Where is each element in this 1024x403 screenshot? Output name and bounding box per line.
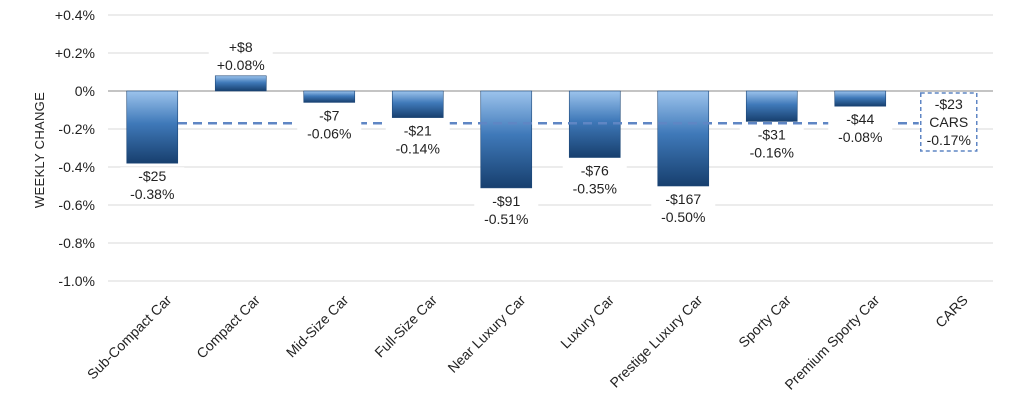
data-label-dollar: -$91 — [492, 193, 520, 209]
data-label-percent: -0.14% — [396, 141, 440, 157]
bar — [480, 90, 533, 189]
category-label: Luxury Car — [557, 292, 617, 352]
y-axis-ticks: +0.4% +0.2% 0% -0.2% -0.4% -0.6% -0.8% -1.0% — [55, 7, 95, 289]
data-label-dollar: -$31 — [758, 126, 786, 142]
data-label-percent: -0.16% — [750, 144, 794, 160]
cars-percent-label: -0.17% — [927, 132, 971, 148]
category-label: Sub-Compact Car — [84, 292, 175, 383]
data-label-background — [739, 125, 804, 162]
bar — [214, 75, 267, 92]
data-label-background — [828, 110, 893, 147]
data-label-dollar: -$25 — [138, 168, 166, 184]
category-label: Sporty Car — [735, 292, 794, 351]
data-label-percent: -0.08% — [838, 129, 882, 145]
data-label-percent: -0.51% — [484, 211, 528, 227]
category-label: Compact Car — [193, 292, 263, 362]
y-tick-label: -0.2% — [58, 121, 95, 137]
data-label-background — [474, 191, 539, 228]
data-label-percent: -0.38% — [130, 186, 174, 202]
data-label-percent: -0.35% — [573, 181, 617, 197]
data-label-background — [562, 161, 627, 198]
y-tick-label: +0.4% — [55, 7, 95, 23]
category-label: CARS — [932, 292, 971, 331]
data-label-dollar: -$21 — [404, 123, 432, 139]
cars-dollar-label: -$23 — [935, 96, 963, 112]
category-label: Mid-Size Car — [283, 292, 352, 361]
category-labels: Sub-Compact Car Compact Car Mid-Size Car Fu… — [84, 292, 971, 393]
data-label-percent: -0.50% — [661, 209, 705, 225]
y-tick-label: 0% — [75, 83, 95, 99]
y-tick-label: +0.2% — [55, 45, 95, 61]
data-label-percent: +0.08% — [217, 57, 265, 73]
category-label: Full-Size Car — [371, 292, 440, 361]
bar — [745, 90, 798, 122]
bar — [391, 90, 444, 118]
bar — [657, 90, 710, 187]
category-label: Premium Sporty Car — [781, 292, 882, 393]
data-label-background — [208, 37, 273, 74]
data-label-background — [385, 121, 450, 158]
data-label-dollar: -$167 — [665, 191, 701, 207]
category-label: Prestige Luxury Car — [607, 292, 706, 391]
y-axis-label: WEEKLY CHANGE — [32, 92, 47, 208]
data-label-dollar: -$44 — [846, 111, 874, 127]
data-label-percent: -0.06% — [307, 125, 351, 141]
bar — [834, 90, 887, 107]
data-label-background — [120, 167, 185, 204]
data-label-dollar: +$8 — [229, 39, 253, 55]
y-tick-label: -1.0% — [58, 273, 95, 289]
bars — [126, 75, 887, 189]
data-labels: -$25 -0.38% +$8 +0.08% -$7 -0.06% -$21 -0.14% -$… — [120, 37, 978, 228]
data-label-dollar: -$76 — [581, 163, 609, 179]
cars-name-label: CARS — [929, 114, 968, 130]
data-label-dollar: -$7 — [319, 107, 339, 123]
bar — [303, 90, 356, 103]
data-label-background — [297, 106, 362, 143]
cars-label-box — [920, 92, 978, 152]
data-label-background — [651, 190, 716, 226]
bar — [126, 90, 179, 164]
y-tick-label: -0.8% — [58, 235, 95, 251]
y-tick-label: -0.4% — [58, 159, 95, 175]
category-label: Near Luxury Car — [444, 292, 528, 376]
y-tick-label: -0.6% — [58, 197, 95, 213]
